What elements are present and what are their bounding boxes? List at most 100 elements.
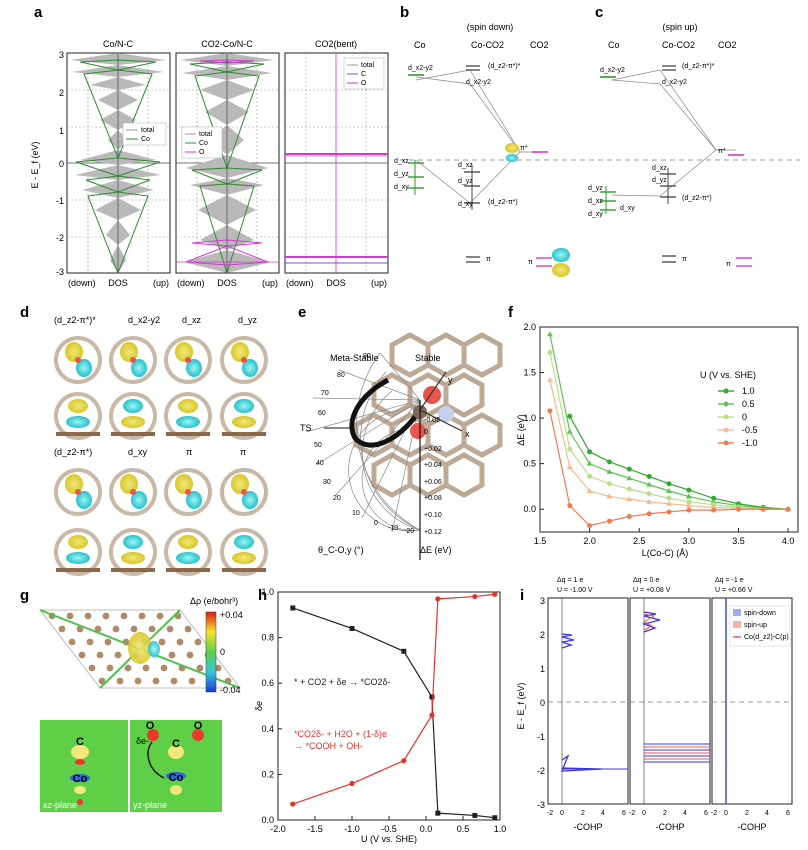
lattice-atom	[184, 625, 192, 633]
lattice-ring	[109, 528, 157, 576]
e-annotation-ts: TS	[300, 423, 312, 433]
panel-f: f 0.00.51.01.52.01.5 2.0 2.5 3.0 3.5 4.01.00.…	[508, 304, 799, 558]
i-dq: Δq = 1 e	[557, 577, 583, 584]
f-data-point	[546, 331, 553, 337]
h-xtick-label: 0.5	[457, 824, 470, 834]
panel-b: b (spin down) Co Co-CO2 CO2 d_x2-y2 (d_z…	[394, 4, 800, 277]
f-ytick-label: 1.5	[523, 368, 536, 378]
e-annotation-stable: Stable	[415, 353, 441, 363]
f-data-point	[566, 428, 573, 434]
h-ytick-label: 0.2	[261, 769, 274, 779]
f-data-point	[547, 408, 553, 414]
legend-entry: O	[199, 149, 205, 156]
lattice-atom	[170, 677, 178, 685]
panel-a-label: a	[34, 4, 43, 21]
lattice-atom	[102, 612, 110, 620]
i-legend-entry: spin-down	[744, 610, 776, 617]
f-data-point	[686, 507, 692, 513]
lattice-atom	[124, 664, 132, 672]
a-subplot-title: Co/N-C	[103, 39, 134, 49]
d-orbital-label: d_yz	[238, 315, 258, 325]
c-level: d_x2-y2	[600, 67, 625, 74]
legend-entry: total	[141, 127, 155, 134]
lattice-atom	[160, 664, 168, 672]
orbital-lobe	[178, 535, 198, 549]
i-xtick: 4	[765, 810, 769, 817]
b-level: d_x2-y2	[466, 79, 491, 86]
a-subplot-co-nc: Co/N-C total Co (down) DOS (up)	[66, 39, 171, 288]
b-level: π*	[520, 145, 528, 152]
orbital-lobe	[175, 342, 193, 362]
e-r-tick: +0.08	[424, 495, 442, 502]
h-data-point	[472, 593, 478, 600]
f-data-point	[666, 500, 672, 506]
h-series-line	[292, 607, 495, 819]
h-series-line	[292, 593, 495, 805]
orbital-lobe	[121, 416, 145, 428]
panel-g: g Δρ (e/bohr³) +0.04 0 -0.04 C Co xz-pla…	[20, 587, 243, 812]
a-xlabel-dos: DOS	[108, 278, 128, 288]
lattice-atom	[114, 651, 122, 659]
i-dq: Δq = 0 e	[633, 577, 659, 584]
h-xtick-label: -0.5	[381, 824, 397, 834]
f-data-point	[567, 503, 573, 509]
a-xlabel-dos: DOS	[326, 278, 346, 288]
lattice-atom	[168, 651, 176, 659]
orbital-lobe	[76, 359, 92, 377]
lattice-ring	[164, 468, 212, 516]
lattice-atom	[130, 625, 138, 633]
lattice-atom	[94, 625, 102, 633]
e-r-tick: -0.02	[424, 417, 440, 424]
i-xlabel: -COHP	[738, 822, 767, 832]
c-level: π	[726, 261, 731, 268]
g-colorbar-tick: -0.04	[220, 685, 241, 695]
orbital-lobe	[68, 399, 88, 413]
lattice-atom	[148, 625, 156, 633]
panel-e: e Meta-Stable	[298, 304, 503, 560]
i-xlabel: -COHP	[574, 822, 603, 832]
c-level: d_yz	[588, 185, 603, 192]
b-level: (d_z2-π*)	[488, 199, 518, 206]
f-data-point	[666, 488, 672, 493]
i-ytick: -2	[537, 766, 545, 776]
f-data-point	[686, 487, 692, 493]
e-axis-y: y	[448, 375, 453, 385]
g-atom-label: C	[172, 738, 180, 750]
f-data-point	[735, 506, 741, 512]
f-data-point	[666, 509, 672, 515]
orbital-lobe	[232, 552, 256, 564]
b-level: π	[486, 256, 491, 263]
lattice-ring	[220, 392, 268, 440]
i-xtick: 2	[581, 810, 585, 817]
lattice-atom	[116, 677, 124, 685]
h-xtick-label: -2.0	[270, 824, 286, 834]
panel-c-spin: (spin up)	[662, 22, 697, 32]
orbital-lobe	[231, 342, 249, 362]
graphene-lattice	[353, 332, 503, 498]
f-data-point	[606, 493, 613, 499]
d-orbital-label: (d_z2-π*)*	[54, 315, 96, 325]
e-r-tick: +0.06	[424, 479, 442, 486]
i-xtick: -2	[547, 810, 553, 817]
c-level: d_x2-y2	[662, 79, 687, 86]
lattice-atom	[188, 677, 196, 685]
lattice-atom	[104, 638, 112, 646]
i-xtick: 0	[724, 810, 728, 817]
b-col-co-co2: Co-CO2	[471, 40, 504, 50]
d-orbital-label: (d_z2-π*)	[54, 447, 92, 457]
c-level: π	[682, 256, 687, 263]
d-orbital-label: d_xy	[128, 447, 148, 457]
g-charge-label: δe-	[136, 736, 149, 746]
polar-grid	[305, 352, 421, 536]
atom	[241, 357, 247, 363]
f-series-line	[549, 379, 789, 510]
lattice-atom	[214, 664, 222, 672]
a-ytick: -2	[56, 233, 64, 243]
g-plane-label: yz-plane	[133, 800, 167, 810]
legend-entry: Co	[199, 140, 208, 147]
lattice-ring	[164, 336, 212, 384]
e-theta-tick: 60	[318, 410, 326, 417]
i-ylabel: E - E_f (eV)	[516, 682, 526, 729]
i-xtick: -2	[711, 810, 717, 817]
lattice-ring	[220, 336, 268, 384]
